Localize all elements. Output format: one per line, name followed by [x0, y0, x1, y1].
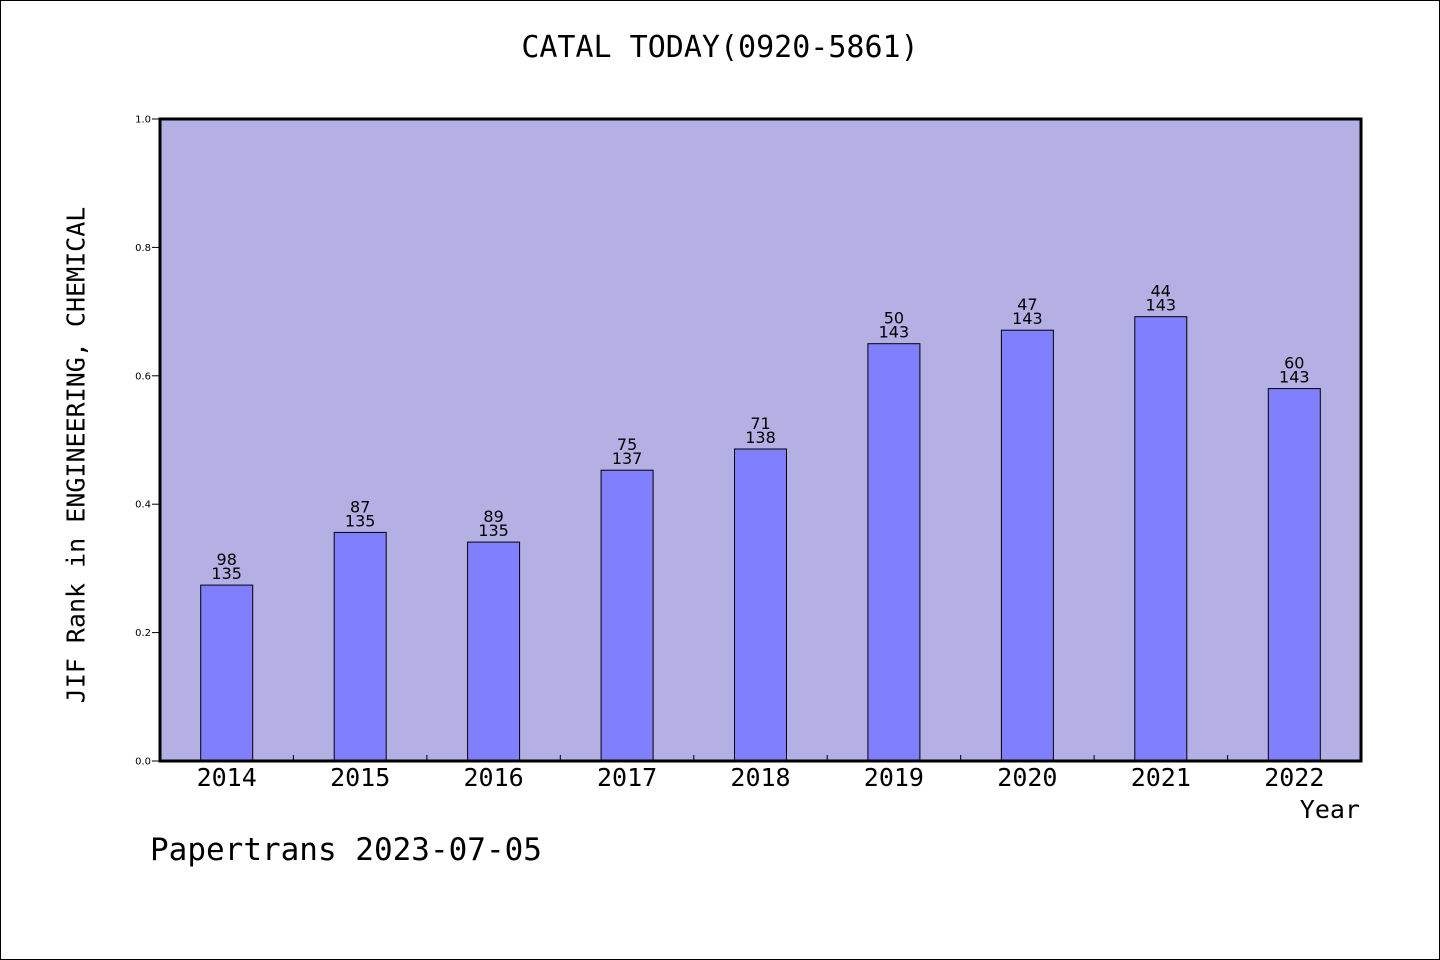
- y-tick-label-0.4: 0.4: [135, 500, 151, 511]
- bar-total-label-2016: 135: [478, 521, 509, 540]
- bar-rank-label-2021: 44: [1151, 282, 1171, 301]
- chart-title: CATAL TODAY(0920-5861): [521, 30, 919, 65]
- bar-2016: [467, 541, 521, 762]
- bar-2018: [734, 448, 787, 762]
- bar-2015: [333, 531, 387, 762]
- bar-total-label-2017: 137: [612, 449, 643, 468]
- footer-source-date: Papertrans 2023-07-05: [150, 832, 542, 868]
- x-tick-label-2018: 2018: [730, 763, 790, 792]
- bar-total-label-2019: 143: [879, 323, 910, 342]
- x-axis: 2014 2015 2016 2017 2018 2019 2020 2021 2022: [197, 755, 1324, 792]
- plot-border: [158, 117, 1363, 763]
- bar-rank-label-2015: 87: [350, 497, 370, 516]
- y-axis: 0.0 0.2 0.4 0.6 0.8 1.0: [135, 115, 160, 768]
- x-tick-label-2021: 2021: [1131, 763, 1191, 792]
- bar-rank-label-2019: 50: [884, 309, 904, 328]
- bar-total-label-2020: 143: [1012, 309, 1043, 328]
- y-tick-label-0.2: 0.2: [135, 628, 151, 639]
- bar-rank-label-2020: 47: [1017, 295, 1037, 314]
- bar-rank-label-2016: 89: [483, 507, 503, 526]
- bar-2021: [1134, 316, 1188, 762]
- bar-2014: [200, 584, 254, 762]
- y-tick-label-0.0: 0.0: [135, 757, 151, 768]
- bar-total-label-2022: 143: [1279, 368, 1310, 387]
- x-tick-label-2014: 2014: [197, 763, 257, 792]
- x-tick-label-2019: 2019: [864, 763, 924, 792]
- y-tick-label-0.8: 0.8: [135, 243, 151, 254]
- x-axis-label: Year: [1299, 795, 1360, 824]
- bar-rank-label-2017: 75: [617, 435, 637, 454]
- bar-rank-label-2022: 60: [1284, 354, 1304, 373]
- bar-2020: [1000, 329, 1054, 762]
- bar-rank-label-2018: 71: [750, 414, 770, 433]
- bar-total-label-2014: 135: [211, 564, 242, 583]
- bar-total-label-2021: 143: [1146, 296, 1177, 315]
- y-tick-label-1.0: 1.0: [135, 115, 151, 126]
- bar-2022: [1267, 388, 1321, 762]
- bar-total-label-2018: 138: [745, 428, 776, 447]
- x-tick-label-2017: 2017: [597, 763, 657, 792]
- x-tick-label-2022: 2022: [1264, 763, 1324, 792]
- bar-2019: [867, 343, 921, 762]
- bar-rank-label-2014: 98: [217, 550, 237, 569]
- x-tick-label-2016: 2016: [463, 763, 523, 792]
- x-tick-label-2020: 2020: [997, 763, 1057, 792]
- x-tick-label-2015: 2015: [330, 763, 390, 792]
- bars-layer: [200, 316, 1321, 762]
- y-tick-label-0.6: 0.6: [135, 371, 151, 382]
- bar-total-label-2015: 135: [345, 511, 376, 530]
- bar-2017: [600, 469, 654, 762]
